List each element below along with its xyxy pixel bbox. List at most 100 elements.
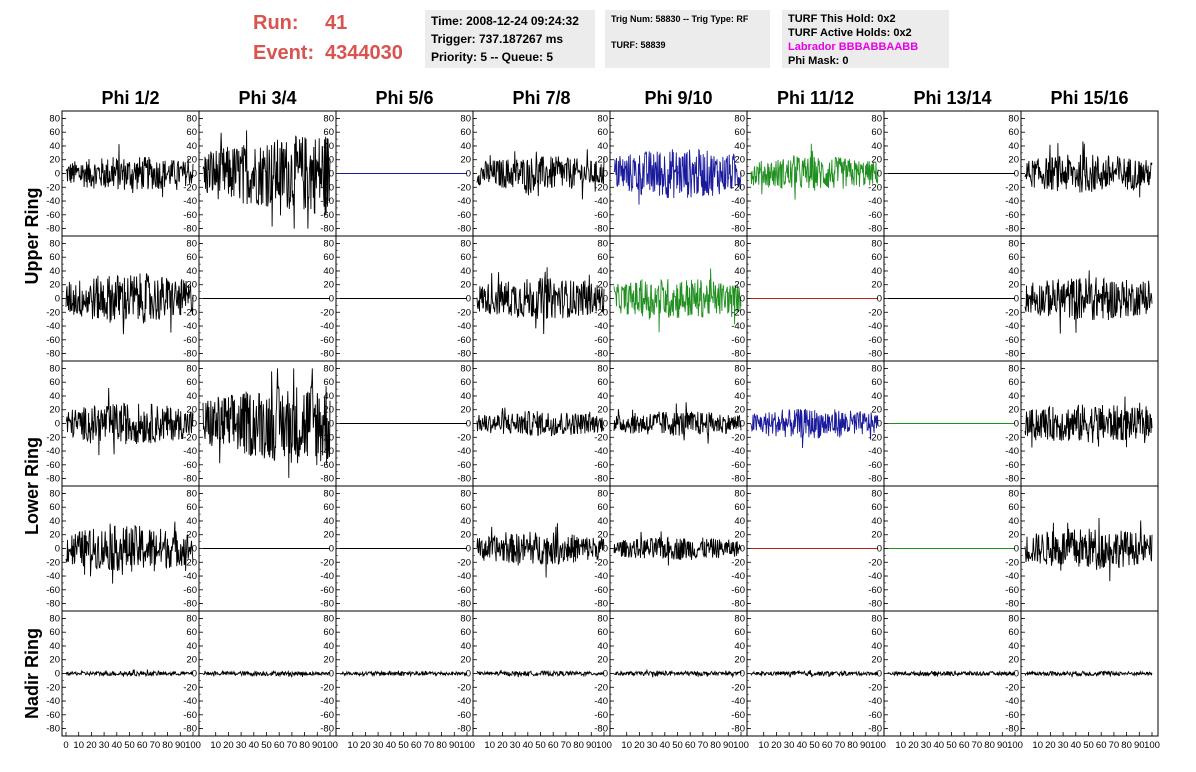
y-tick-label: -80 [320,224,334,235]
y-tick-label: -40 [320,196,334,207]
y-tick-label: -40 [457,321,471,332]
y-tick-label: -20 [1005,307,1019,318]
y-tick-label: 20 [186,655,197,666]
y-tick-label: 20 [734,655,745,666]
y-tick-label: 0 [603,294,608,305]
x-tick-label: 90 [723,740,734,751]
y-tick-label: 60 [460,627,471,638]
x-tick-label: 90 [586,740,597,751]
y-tick-label: 40 [186,266,197,277]
y-tick-label: 0 [192,669,197,680]
x-tick-label: 50 [124,740,135,751]
waveform-panel: 80 60 40 20 0 -20 -40 -60 -80 [594,360,748,487]
y-tick-label: -40 [868,446,882,457]
y-tick-label: -20 [183,307,197,318]
x-tick-label: 30 [373,740,384,751]
waveform-panel: 80 60 40 20 0 -20 -40 -60 -80 [731,485,885,612]
y-tick-label: 0 [466,294,471,305]
y-tick-label: 20 [734,155,745,166]
x-tick-label: 20 [634,740,645,751]
y-tick-label: -40 [594,446,608,457]
y-tick-label: 0 [877,294,882,305]
x-tick-label: 10 [347,740,358,751]
y-tick-label: -60 [457,210,471,221]
y-tick-label: -60 [320,210,334,221]
x-tick-label: 50 [398,740,409,751]
y-tick-label: -80 [457,224,471,235]
waveform-trace [65,669,194,678]
x-tick-label: 50 [946,740,957,751]
x-tick-label: 50 [809,740,820,751]
y-tick-label: 0 [603,419,608,430]
y-tick-label: 80 [49,363,60,374]
y-tick-label: 80 [323,238,334,249]
waveform-panel: 80 60 40 20 0 -20 -40 -60 -80 [868,610,1022,737]
y-tick-label: 0 [877,544,882,555]
y-tick-label: 80 [734,488,745,499]
y-tick-label: -80 [594,474,608,485]
y-tick-label: 0 [740,544,745,555]
x-tick-label: 60 [685,740,696,751]
y-tick-label: 80 [734,238,745,249]
y-tick-label: -60 [457,710,471,721]
column-title: Phi 1/2 [101,88,159,108]
panel-frame [1020,110,1159,237]
y-tick-label: -40 [457,696,471,707]
y-tick-label: 0 [1014,669,1019,680]
y-tick-label: -80 [1005,224,1019,235]
y-tick-label: -20 [183,182,197,193]
x-tick-label: 20 [86,740,97,751]
waveform-panel: 80 60 40 20 0 -20 -40 -60 -80 [731,235,885,362]
x-tick-label: 70 [835,740,846,751]
y-tick-label: 0 [329,419,334,430]
y-tick-label: 60 [1008,127,1019,138]
waveform-panel: 80 60 40 20 0 -20 -40 -60 -80 [594,485,748,612]
waveform-panel: 80 60 40 20 0 -20 -40 -60 -80 [731,610,885,737]
x-tick-label: 100 [1007,740,1023,751]
y-tick-label: 60 [1008,377,1019,388]
y-tick-label: -60 [731,210,745,221]
y-tick-label: 80 [460,363,471,374]
y-tick-label: 80 [323,613,334,624]
y-tick-label: -20 [46,557,60,568]
y-tick-label: 40 [734,516,745,527]
y-tick-label: -80 [731,599,745,610]
y-tick-label: -80 [594,724,608,735]
y-tick-label: 60 [460,127,471,138]
y-tick-label: 80 [597,613,608,624]
y-tick-label: -80 [731,724,745,735]
waveform-panel: 80 60 40 20 0 -20 -40 -60 -80 [457,110,611,237]
x-tick-label: 40 [112,740,123,751]
y-tick-label: 20 [186,155,197,166]
y-tick-label: 80 [871,488,882,499]
y-tick-label: -20 [320,432,334,443]
waveform-trace [202,669,331,678]
y-tick-label: -20 [1005,182,1019,193]
y-tick-label: -20 [594,432,608,443]
y-tick-label: 60 [49,377,60,388]
y-tick-label: -20 [868,432,882,443]
y-tick-label: 40 [871,141,882,152]
waveform-panel: 80 60 40 20 0 -20 -40 -60 -80 [183,485,337,612]
trigger-info-box: Trig Num: 58830 -- Trig Type: RF TURF: 5… [605,10,770,68]
turf-hold-text: TURF This Hold: 0x2 [788,13,896,25]
waveform-trace [476,669,605,678]
y-tick-label: -40 [1005,196,1019,207]
y-tick-label: 60 [734,377,745,388]
y-tick-label: 40 [49,141,60,152]
y-tick-label: 0 [466,169,471,180]
y-tick-label: 0 [55,294,60,305]
y-tick-label: 20 [49,530,60,541]
y-tick-label: -20 [868,307,882,318]
column-title: Phi 7/8 [512,88,570,108]
y-tick-label: 40 [186,516,197,527]
y-tick-label: -80 [183,349,197,360]
y-tick-label: -40 [731,571,745,582]
column-title: Phi 5/6 [375,88,433,108]
row-title: Nadir Ring [22,628,42,719]
y-tick-label: 0 [192,294,197,305]
y-tick-label: 0 [1014,419,1019,430]
y-tick-label: 60 [460,252,471,263]
x-tick-label: 40 [660,740,671,751]
y-tick-label: 60 [1008,502,1019,513]
